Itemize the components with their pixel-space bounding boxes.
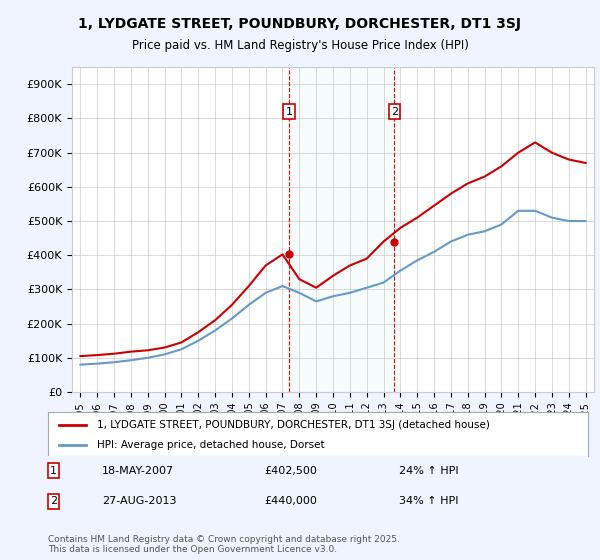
Text: Contains HM Land Registry data © Crown copyright and database right 2025.
This d: Contains HM Land Registry data © Crown c… (48, 535, 400, 554)
Text: 18-MAY-2007: 18-MAY-2007 (102, 465, 174, 475)
Text: 1: 1 (50, 465, 57, 475)
Text: 34% ↑ HPI: 34% ↑ HPI (399, 497, 458, 506)
Text: Price paid vs. HM Land Registry's House Price Index (HPI): Price paid vs. HM Land Registry's House … (131, 39, 469, 52)
Text: HPI: Average price, detached house, Dorset: HPI: Average price, detached house, Dors… (97, 440, 324, 450)
Text: £440,000: £440,000 (264, 497, 317, 506)
Text: 1: 1 (286, 106, 292, 116)
Text: £402,500: £402,500 (264, 465, 317, 475)
Text: 1, LYDGATE STREET, POUNDBURY, DORCHESTER, DT1 3SJ: 1, LYDGATE STREET, POUNDBURY, DORCHESTER… (79, 17, 521, 31)
Text: 2: 2 (50, 497, 57, 506)
Text: 27-AUG-2013: 27-AUG-2013 (102, 497, 176, 506)
Text: 1, LYDGATE STREET, POUNDBURY, DORCHESTER, DT1 3SJ (detached house): 1, LYDGATE STREET, POUNDBURY, DORCHESTER… (97, 420, 490, 430)
Bar (289, 67, 394, 392)
Text: 2: 2 (391, 106, 398, 116)
Text: 24% ↑ HPI: 24% ↑ HPI (399, 465, 458, 475)
